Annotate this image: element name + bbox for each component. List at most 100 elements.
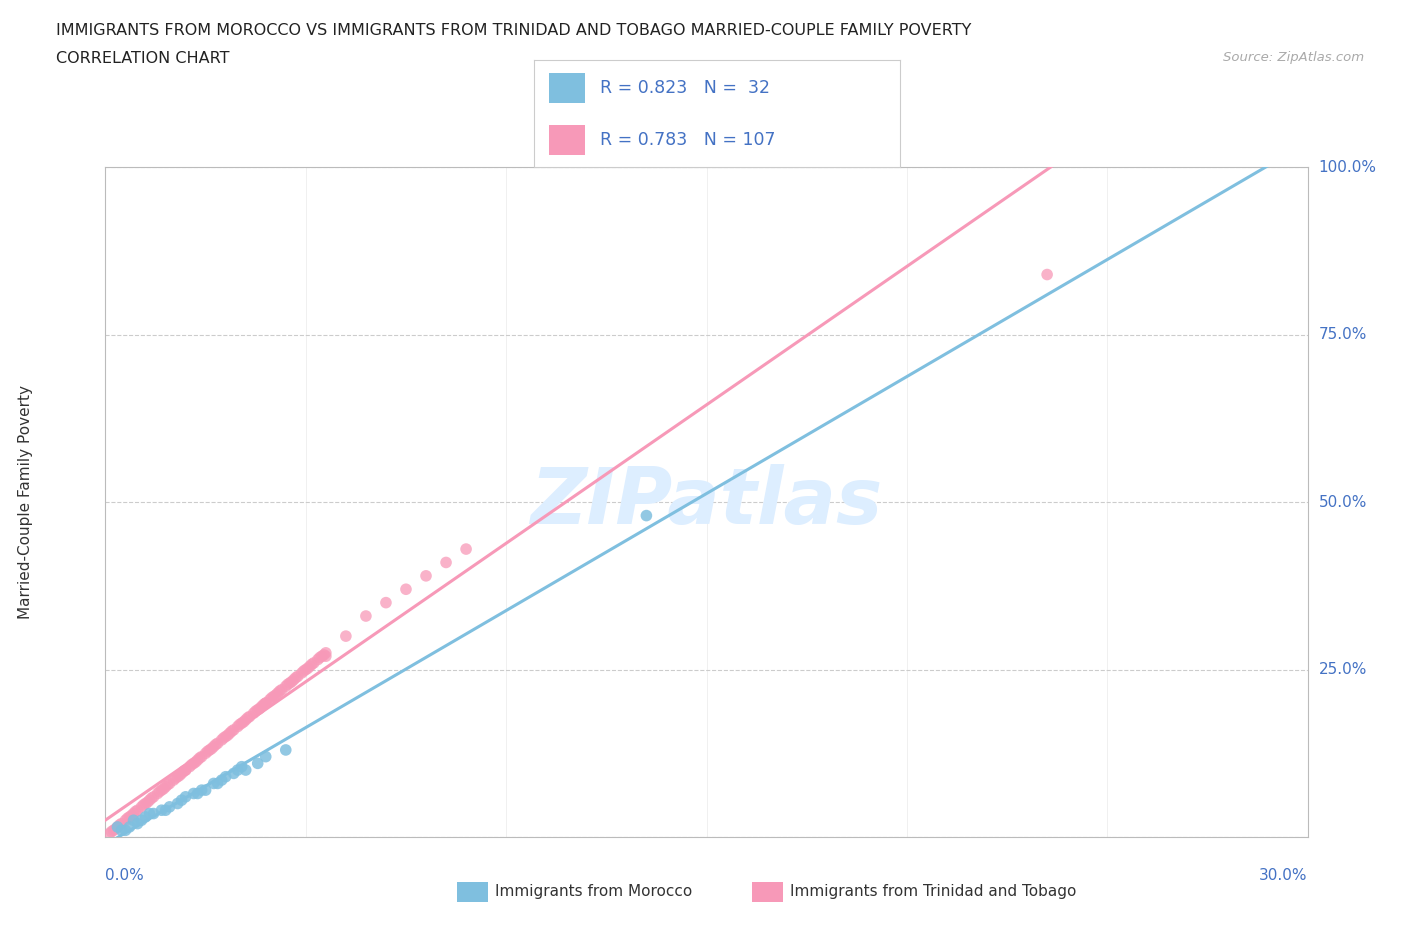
Point xyxy=(183,786,205,801)
Point xyxy=(207,776,229,790)
Point xyxy=(301,657,323,671)
Point xyxy=(194,746,217,761)
Point xyxy=(239,709,262,724)
Text: 0.0%: 0.0% xyxy=(105,868,145,883)
Point xyxy=(308,650,330,665)
Point xyxy=(415,568,437,583)
Point xyxy=(103,823,125,838)
Point xyxy=(395,582,418,597)
Point xyxy=(180,757,202,772)
Point xyxy=(202,776,225,790)
Point xyxy=(141,790,163,805)
Point xyxy=(124,804,146,819)
Text: 100.0%: 100.0% xyxy=(1319,160,1376,175)
Point xyxy=(170,792,193,807)
Point xyxy=(174,790,197,804)
Point xyxy=(281,674,304,689)
Point xyxy=(298,658,321,673)
Text: Married-Couple Family Poverty: Married-Couple Family Poverty xyxy=(18,385,32,619)
Point xyxy=(190,783,212,798)
Point xyxy=(235,763,257,777)
Point xyxy=(246,702,269,717)
Point xyxy=(226,763,249,777)
Point xyxy=(136,795,159,810)
Point xyxy=(142,790,165,804)
Point xyxy=(179,759,201,774)
Text: CORRELATION CHART: CORRELATION CHART xyxy=(56,51,229,66)
Point xyxy=(114,823,136,838)
Point xyxy=(307,652,329,667)
Point xyxy=(269,684,291,698)
Point xyxy=(118,809,141,824)
Point xyxy=(201,741,224,756)
Point xyxy=(295,662,318,677)
Point xyxy=(100,824,122,839)
Point xyxy=(187,786,209,801)
Point xyxy=(174,763,197,777)
Point xyxy=(173,764,195,778)
Point xyxy=(254,696,277,711)
Point xyxy=(198,742,221,757)
Point xyxy=(110,817,132,831)
Point xyxy=(236,711,259,725)
Text: R = 0.823   N =  32: R = 0.823 N = 32 xyxy=(600,79,770,98)
Point xyxy=(250,699,273,714)
Point xyxy=(166,769,188,784)
Point xyxy=(152,781,174,796)
Point xyxy=(183,756,205,771)
Point xyxy=(190,750,212,764)
Point xyxy=(218,725,240,740)
Point xyxy=(142,806,165,821)
Point xyxy=(121,808,143,823)
Point xyxy=(98,826,121,841)
Point xyxy=(214,729,236,744)
Point xyxy=(287,669,309,684)
Text: 30.0%: 30.0% xyxy=(1260,868,1308,883)
Text: R = 0.783   N = 107: R = 0.783 N = 107 xyxy=(600,130,776,149)
Point xyxy=(108,817,131,832)
Text: Immigrants from Morocco: Immigrants from Morocco xyxy=(495,884,692,899)
Point xyxy=(107,819,129,834)
Point xyxy=(122,806,145,821)
Point xyxy=(260,690,283,705)
Point xyxy=(264,687,287,702)
Point xyxy=(170,766,193,781)
Point xyxy=(284,671,307,685)
Point xyxy=(127,803,149,817)
Point xyxy=(214,769,236,784)
Point xyxy=(277,677,299,692)
Point xyxy=(146,786,169,801)
Point xyxy=(211,773,233,788)
Point xyxy=(312,647,335,662)
Point xyxy=(174,763,197,777)
Point xyxy=(315,649,337,664)
Point xyxy=(150,803,173,817)
Point xyxy=(187,752,209,767)
Point xyxy=(110,823,132,838)
Point xyxy=(249,701,271,716)
Point xyxy=(302,656,325,671)
Point xyxy=(242,706,264,721)
Point xyxy=(117,811,139,826)
Point xyxy=(207,736,229,751)
Point xyxy=(274,679,297,694)
Text: 75.0%: 75.0% xyxy=(1319,327,1367,342)
Point xyxy=(122,813,145,828)
Point xyxy=(221,724,243,738)
Point xyxy=(131,813,153,828)
Point xyxy=(107,819,129,834)
Point xyxy=(222,766,245,781)
Point xyxy=(283,672,305,687)
Point xyxy=(1036,267,1059,282)
Point xyxy=(217,728,239,743)
Point xyxy=(204,737,226,752)
Point xyxy=(636,508,658,523)
Text: ZIPatlas: ZIPatlas xyxy=(530,464,883,540)
Point xyxy=(127,817,149,831)
Point xyxy=(226,719,249,734)
Point xyxy=(132,797,155,812)
Point xyxy=(232,714,254,729)
Text: Source: ZipAtlas.com: Source: ZipAtlas.com xyxy=(1223,51,1364,64)
Point xyxy=(150,783,173,798)
Point xyxy=(292,663,315,678)
